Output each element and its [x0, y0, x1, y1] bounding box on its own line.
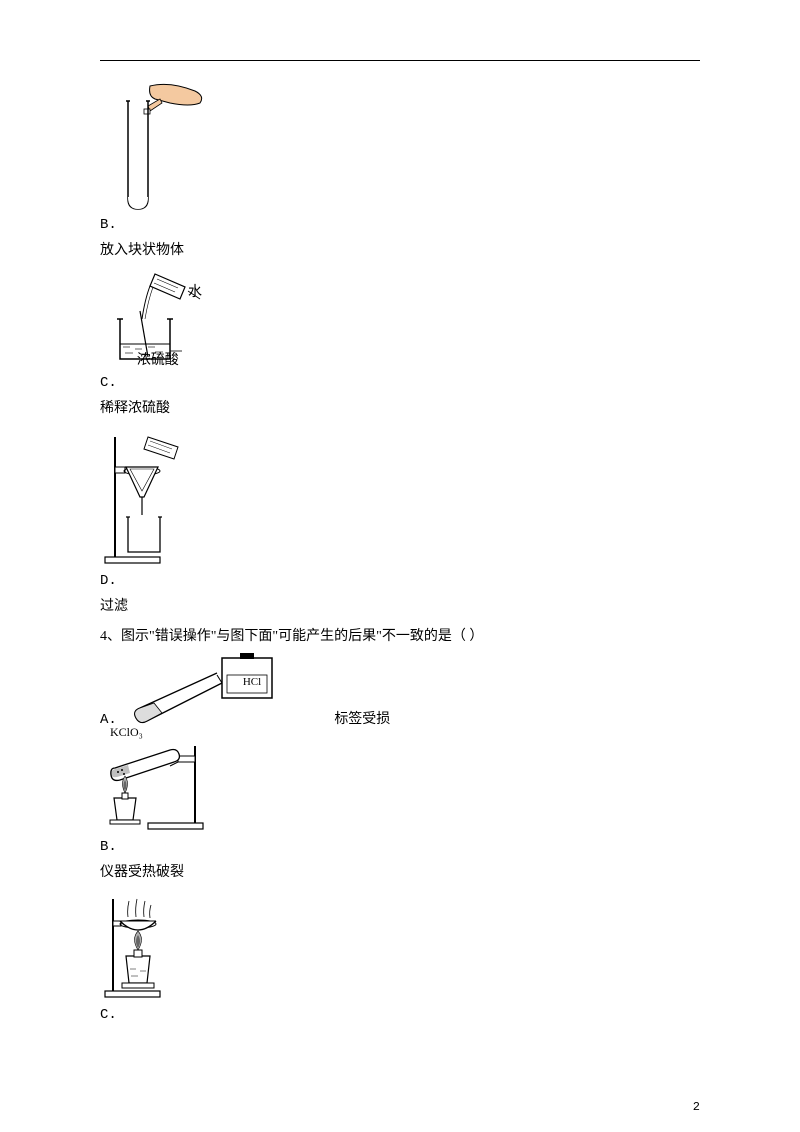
option-c-row: 水 — [100, 269, 700, 369]
page-number: 2 — [693, 1100, 700, 1114]
q4-option-a-row: A. HCl 标签受损 — [100, 653, 700, 728]
option-c-letter: C. — [100, 375, 117, 391]
option-c-caption: 稀释浓硫酸 — [100, 397, 700, 417]
q4b-figure — [100, 738, 210, 833]
option-d-caption: 过滤 — [100, 595, 700, 615]
question-4-text: 4、图示"错误操作"与图下面"可能产生的后果"不一致的是（ ） — [100, 625, 700, 645]
q4b-consequence: 仪器受热破裂 — [100, 861, 700, 881]
label-water: 水 — [188, 281, 202, 301]
header-rule — [100, 60, 700, 61]
label-acid: 浓硫酸 — [137, 349, 179, 369]
option-b-letter: B. — [100, 217, 117, 233]
q4a-consequence: 标签受损 — [334, 712, 390, 727]
page-content: B. 放入块状物体 — [0, 0, 800, 1132]
option-d-figure — [100, 427, 190, 567]
q4-b-letter-row: B. — [100, 839, 700, 855]
q4c-figure — [100, 891, 175, 1001]
q4b-letter: B. — [100, 839, 117, 855]
option-b-label-row: B. — [100, 217, 700, 233]
option-c-label-row: C. 浓硫酸 — [100, 375, 700, 391]
option-d-letter: D. — [100, 573, 117, 589]
label-kclo3: KClO₃ — [110, 725, 143, 740]
option-b-caption: 放入块状物体 — [100, 239, 700, 259]
q4a-figure — [122, 653, 287, 728]
option-b-figure — [100, 81, 210, 211]
q4c-letter: C. — [100, 1007, 117, 1023]
option-d-label-row: D. — [100, 573, 700, 589]
q4-c-letter-row: C. — [100, 1007, 700, 1023]
option-b-row — [100, 81, 700, 211]
option-d-row — [100, 427, 700, 567]
q4-option-b-row: KClO₃ — [100, 738, 700, 833]
label-hcl: HCl — [243, 676, 261, 688]
q4-option-c-row — [100, 891, 700, 1001]
